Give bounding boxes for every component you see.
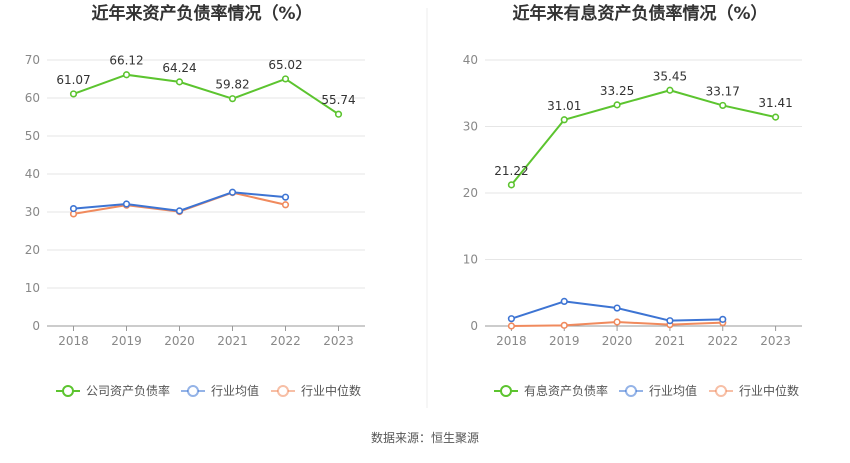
legend-marker	[62, 385, 74, 397]
y-tick-label: 20	[463, 186, 478, 200]
data-point	[771, 113, 780, 121]
data-point	[666, 86, 674, 94]
legend-item-1: 公司资产负债率	[56, 383, 170, 398]
x-tick-label: 2019	[549, 334, 580, 348]
x-tick-label: 2021	[655, 334, 686, 348]
x-tick-label: 2019	[111, 334, 142, 348]
data-label: 64.24	[162, 61, 196, 75]
legend-label: 有息资产负债率	[524, 383, 608, 398]
data-point	[281, 193, 290, 201]
data-point	[613, 304, 621, 312]
legend-item-2: 行业均值	[619, 383, 697, 398]
x-tick-label: 2020	[602, 334, 633, 348]
data-label: 66.12	[109, 54, 143, 68]
data-point	[666, 317, 674, 325]
legend-item-2: 行业均值	[181, 383, 259, 398]
data-point	[228, 188, 237, 196]
data-point	[334, 110, 343, 118]
x-tick-label: 2018	[58, 334, 89, 348]
x-tick-label: 2023	[323, 334, 354, 348]
data-point	[122, 200, 131, 208]
data-point	[281, 201, 290, 209]
legend-label: 行业均值	[649, 383, 697, 398]
x-tick-label: 2023	[760, 334, 791, 348]
data-point	[507, 322, 516, 330]
legend-label: 行业均值	[211, 383, 259, 398]
data-point	[560, 116, 568, 124]
legend-marker	[187, 385, 199, 397]
data-point	[613, 318, 621, 326]
data-label: 65.02	[268, 58, 302, 72]
data-label: 21.22	[494, 164, 528, 178]
chart-1: 近年来资产负债率情况（%） 0 10 20 30 40 50 60 70 2018 2019 2020…	[25, 3, 365, 398]
y-tick-label: 60	[25, 91, 40, 105]
y-tick-label: 40	[463, 53, 478, 67]
source-label: 数据来源：恒生聚源	[371, 430, 479, 445]
data-label: 59.82	[215, 78, 249, 92]
legend-marker	[715, 385, 727, 397]
x-tick-label: 2020	[164, 334, 195, 348]
data-label: 31.41	[758, 96, 792, 110]
x-tick-label: 2021	[217, 334, 248, 348]
data-label: 33.17	[706, 84, 740, 98]
data-point	[719, 315, 727, 323]
y-tick-label: 10	[25, 281, 40, 295]
data-point	[175, 207, 184, 215]
data-point	[560, 321, 568, 329]
data-point	[69, 204, 78, 213]
legend-item-3: 行业中位数	[709, 383, 799, 398]
data-point	[281, 75, 290, 83]
data-point	[122, 71, 131, 79]
legend-marker	[625, 385, 637, 397]
legend-marker	[277, 385, 289, 397]
x-tick-label: 2022	[707, 334, 738, 348]
data-label: 31.01	[547, 99, 581, 113]
data-point	[560, 297, 568, 305]
data-point	[719, 101, 727, 110]
y-tick-label: 30	[25, 205, 40, 219]
legend-item-3: 行业中位数	[271, 383, 361, 398]
series-line-1	[73, 73, 340, 116]
x-tick-label: 2022	[270, 334, 301, 348]
data-point	[507, 181, 516, 189]
legend-label: 公司资产负债率	[86, 383, 170, 398]
data-point	[613, 101, 621, 109]
chart-title: 近年来资产负债率情况（%）	[91, 3, 312, 24]
y-tick-label: 70	[25, 53, 40, 67]
y-tick-label: 50	[25, 129, 40, 143]
data-point	[507, 315, 516, 323]
legend-label: 行业中位数	[739, 383, 799, 398]
data-point	[228, 95, 237, 103]
y-tick-label: 10	[463, 253, 478, 267]
y-tick-label: 20	[25, 243, 40, 257]
data-label: 55.74	[321, 93, 355, 107]
y-tick-label: 40	[25, 167, 40, 181]
data-label: 35.45	[653, 69, 687, 83]
series-line-1	[510, 89, 776, 186]
legend-label: 行业中位数	[301, 383, 361, 398]
chart-title: 近年来有息资产负债率情况（%）	[512, 3, 767, 24]
data-point	[69, 90, 78, 98]
legend-marker	[500, 385, 512, 397]
data-label: 33.25	[600, 84, 634, 98]
data-label: 61.07	[56, 73, 90, 87]
y-tick-label: 0	[470, 319, 478, 333]
data-point	[175, 78, 184, 86]
legend-item-1: 有息资产负债率	[494, 383, 608, 398]
x-tick-label: 2018	[496, 334, 527, 348]
chart-2: 近年来有息资产负债率情况（%） 0 10 20 30 40 2018 2019 2020 2021…	[463, 3, 802, 398]
y-tick-label: 30	[463, 120, 478, 134]
y-tick-label: 0	[32, 319, 40, 333]
